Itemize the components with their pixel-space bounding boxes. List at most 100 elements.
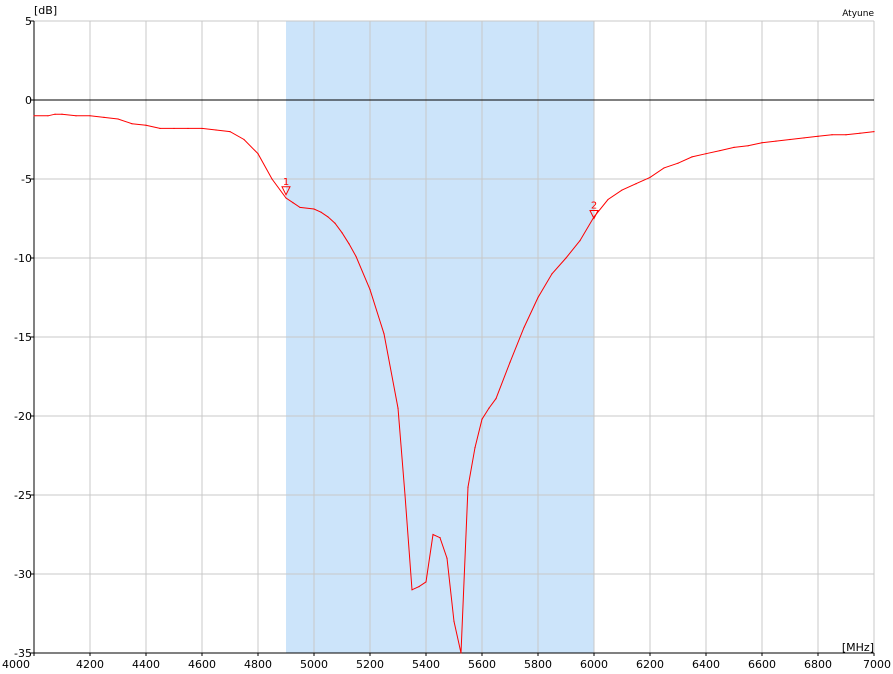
data-point xyxy=(320,211,322,213)
y-tick-label: 0 xyxy=(25,94,32,107)
x-tick-label: 5000 xyxy=(300,658,328,671)
data-point xyxy=(677,162,679,164)
data-point xyxy=(551,273,553,275)
data-point xyxy=(187,127,189,130)
data-point xyxy=(488,407,490,409)
data-point xyxy=(446,557,448,559)
data-point xyxy=(859,132,861,134)
data-point xyxy=(467,486,469,488)
data-point xyxy=(495,398,497,400)
data-point xyxy=(691,156,693,158)
data-point xyxy=(159,127,161,130)
marker-layer: 12 xyxy=(281,177,599,220)
data-point xyxy=(201,127,203,130)
x-tick-label: 4000 xyxy=(2,658,30,671)
data-point xyxy=(733,146,735,148)
y-tick-label: -20 xyxy=(14,410,32,423)
marker-triangle-icon xyxy=(589,210,599,220)
x-unit-label: [MHz] xyxy=(842,641,874,654)
x-tick-label: 6000 xyxy=(580,658,608,671)
data-point xyxy=(460,652,462,654)
data-point xyxy=(173,127,175,130)
data-point xyxy=(432,533,434,536)
data-point xyxy=(439,537,441,539)
data-point xyxy=(817,135,819,137)
data-point xyxy=(299,206,301,209)
data-point xyxy=(523,326,525,329)
y-tick-label: -35 xyxy=(14,647,32,660)
y-unit-label: [dB] xyxy=(34,4,57,17)
data-point xyxy=(243,138,245,141)
data-point xyxy=(215,129,217,131)
data-point xyxy=(229,131,231,133)
data-point xyxy=(803,137,805,139)
marker-2: 2 xyxy=(589,201,599,220)
x-tick-label: 5200 xyxy=(356,658,384,671)
data-point xyxy=(705,153,707,155)
x-tick-label: 5600 xyxy=(468,658,496,671)
data-point xyxy=(404,494,406,496)
data-point xyxy=(355,255,357,258)
data-point xyxy=(313,208,315,210)
y-tick-label: -5 xyxy=(21,173,32,186)
x-tick-label: 4200 xyxy=(76,658,104,671)
data-point xyxy=(271,178,273,180)
data-point xyxy=(537,296,539,299)
marker-label: 2 xyxy=(591,201,597,212)
data-point xyxy=(663,167,665,169)
data-point xyxy=(334,222,336,224)
data-point xyxy=(845,134,847,136)
x-tick-label: 4600 xyxy=(188,658,216,671)
data-point xyxy=(635,183,637,185)
data-point xyxy=(54,113,56,115)
data-point xyxy=(383,333,385,335)
x-tick-label: 4800 xyxy=(244,658,272,671)
y-tick-label: 5 xyxy=(25,15,32,28)
data-point xyxy=(145,124,147,126)
data-point xyxy=(61,113,63,115)
data-point xyxy=(285,197,287,199)
data-point xyxy=(89,115,91,117)
marker-1: 1 xyxy=(281,177,291,196)
x-tick-label: 6200 xyxy=(636,658,664,671)
data-point xyxy=(775,140,777,142)
data-point xyxy=(341,232,343,234)
data-point xyxy=(831,134,833,136)
data-point xyxy=(747,145,749,147)
data-point xyxy=(397,407,399,409)
data-point xyxy=(33,115,35,117)
data-point xyxy=(649,176,651,179)
data-point xyxy=(292,202,294,204)
data-point xyxy=(418,586,420,588)
x-tick-label: 7000 xyxy=(863,658,891,671)
data-point xyxy=(474,447,476,449)
data-point xyxy=(453,620,455,623)
data-point xyxy=(607,198,609,201)
axis-layer xyxy=(30,20,875,656)
y-tick-label: -10 xyxy=(14,252,32,265)
data-point xyxy=(348,243,350,245)
data-point xyxy=(369,289,371,291)
chart-title: Atyune xyxy=(842,9,874,19)
data-point xyxy=(117,118,119,120)
data-point xyxy=(327,216,329,218)
y-tick-label: -15 xyxy=(14,331,32,344)
y-tick-label: -25 xyxy=(14,489,32,502)
data-point xyxy=(579,240,581,242)
data-point xyxy=(47,115,49,117)
grid-layer xyxy=(33,20,875,654)
data-point xyxy=(873,131,875,133)
x-tick-label: 6800 xyxy=(804,658,832,671)
marker-label: 1 xyxy=(283,177,289,188)
series-layer xyxy=(33,113,875,654)
x-tick-label: 5800 xyxy=(524,658,552,671)
data-point xyxy=(103,116,105,118)
data-point xyxy=(481,418,483,420)
data-point xyxy=(509,361,511,363)
data-point xyxy=(257,153,259,155)
data-point xyxy=(75,115,77,117)
x-tick-label: 6400 xyxy=(692,658,720,671)
x-tick-label: 6600 xyxy=(748,658,776,671)
data-point xyxy=(621,189,623,191)
